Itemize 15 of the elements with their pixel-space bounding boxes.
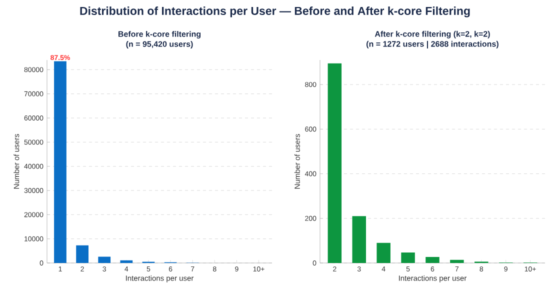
bar	[98, 256, 111, 263]
text: Distribution of Interactions per User — Before and After k-core Filtering	[80, 6, 470, 18]
bar	[426, 256, 440, 263]
bar	[401, 252, 415, 263]
bar	[120, 260, 133, 263]
bar	[328, 63, 342, 263]
chart-subtitle: (n = 1272 users | 2688 interactions)	[366, 40, 498, 48]
bar	[352, 216, 366, 263]
chart-title: Before k-core filtering	[118, 31, 201, 39]
bar	[54, 61, 66, 263]
chart-subtitle: (n = 95,420 users)	[126, 41, 193, 48]
bar	[450, 260, 464, 263]
bar	[376, 242, 390, 263]
chart-title: After k-core filtering (k=2, k=2)	[374, 30, 490, 38]
bar	[76, 245, 88, 263]
